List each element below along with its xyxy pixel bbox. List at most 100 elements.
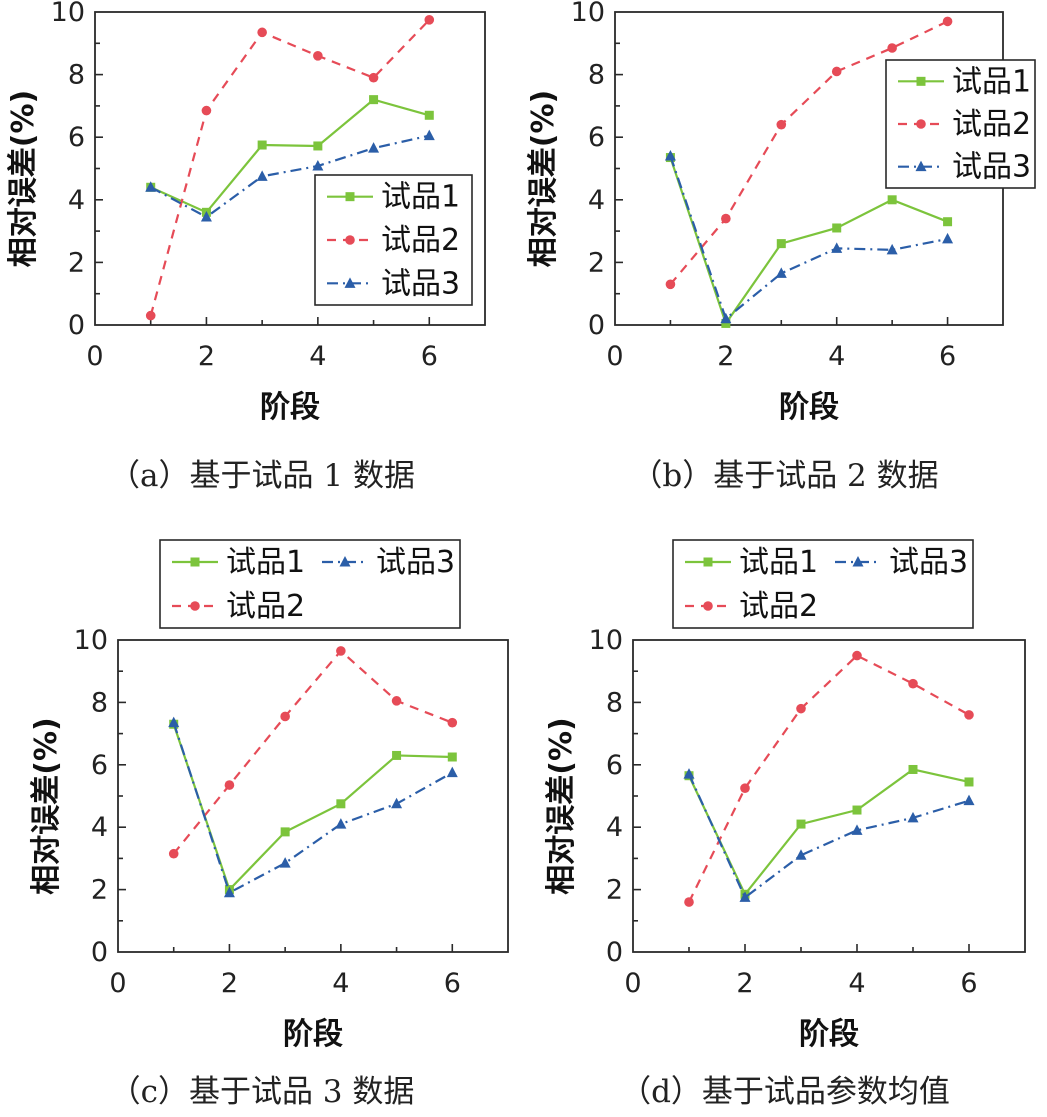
data-point-series-2: [684, 897, 694, 907]
panel-caption: （d）基于试品参数均值: [620, 1074, 950, 1110]
chart-panel-d: 0 2 4 6 8 10 0 2 4 6 阶段 相对误差(%) 试品1 试品3 试品2 （d）基于试品参数均值: [544, 539, 1026, 1110]
x-tick-label: 4: [309, 341, 326, 372]
data-point-series-1: [369, 95, 379, 105]
legend-marker-1: [345, 192, 355, 202]
data-point-series-3: [963, 794, 975, 806]
x-tick-label: 6: [421, 341, 438, 372]
data-point-series-1: [776, 239, 786, 249]
data-point-series-2: [887, 43, 897, 53]
legend-marker-3: [852, 556, 864, 567]
x-tick-label: 2: [221, 968, 238, 999]
y-tick-label: 2: [606, 875, 623, 906]
chart-panel-c: 0 2 4 6 8 10 0 2 4 6 阶段 相对误差(%) 试品1 试品3 试品2 （c）基于试品 3 数…: [29, 539, 509, 1110]
chart-panel-a: 0 2 4 6 8 10 0 2 4 6 阶段 相对误差(%) 试品1 试品2 试品3 （a）基于试品 1 数…: [6, 0, 486, 494]
data-point-series-3: [391, 797, 403, 809]
x-tick-label: 6: [960, 968, 977, 999]
data-point-series-1: [887, 195, 897, 205]
data-point-series-1: [943, 217, 953, 227]
data-point-series-3: [683, 768, 695, 779]
legend-label: 试品3: [889, 545, 968, 580]
legend-marker-2: [703, 601, 713, 611]
data-point-series-2: [831, 66, 842, 77]
data-point-series-1: [832, 223, 842, 233]
y-tick-label: 4: [91, 812, 108, 843]
series-line-2: [172, 649, 453, 855]
legend: 试品1 试品3 试品2: [159, 539, 461, 629]
x-tick-label: 6: [444, 968, 461, 999]
y-tick-label: 0: [588, 310, 605, 341]
y-tick-label: 8: [68, 60, 85, 91]
y-tick-label: 6: [588, 122, 605, 153]
x-tick-label: 0: [606, 341, 623, 372]
data-point-series-3: [907, 811, 919, 823]
legend-label: 试品2: [381, 223, 460, 258]
data-point-series-1: [257, 140, 267, 150]
data-point-series-2: [168, 848, 179, 859]
legend-label: 试品1: [226, 545, 305, 580]
series-line-3: [150, 134, 430, 219]
data-point-series-3: [168, 716, 180, 728]
data-point-series-1: [313, 141, 323, 151]
data-point-series-3: [739, 891, 751, 902]
y-tick-label: 0: [68, 310, 85, 341]
legend: 试品1 试品3 试品2: [672, 539, 974, 629]
legend-marker-1: [703, 557, 713, 567]
legend: 试品1 试品2 试品3: [885, 59, 1036, 189]
y-axis-label: 相对误差(%): [526, 90, 561, 267]
data-point-series-1: [796, 819, 806, 829]
data-point-series-2: [776, 119, 787, 130]
x-tick-label: 0: [624, 968, 641, 999]
y-tick-label: 2: [588, 247, 605, 278]
data-point-series-2: [391, 696, 402, 706]
data-point-series-1: [447, 752, 457, 762]
data-point-series-3: [775, 267, 787, 278]
series-line-1: [150, 98, 430, 214]
data-point-series-2: [201, 105, 212, 116]
data-point-series-2: [964, 710, 974, 720]
legend-label: 试品2: [739, 589, 818, 624]
y-axis-label: 相对误差(%): [6, 90, 41, 267]
x-axis-label: 阶段: [779, 390, 839, 425]
data-point-series-1: [908, 764, 918, 774]
legend-label: 试品2: [226, 589, 305, 624]
x-tick-label: 2: [736, 968, 753, 999]
y-axis-label: 相对误差(%): [544, 717, 579, 894]
y-tick-label: 4: [588, 185, 605, 216]
data-point-series-2: [740, 783, 750, 793]
data-point-series-1: [336, 799, 346, 809]
x-axis-label: 阶段: [260, 390, 320, 425]
data-point-series-2: [424, 15, 435, 25]
data-point-series-3: [886, 243, 898, 255]
data-point-series-3: [279, 857, 291, 868]
data-point-series-3: [368, 142, 380, 153]
y-tick-label: 6: [68, 122, 85, 153]
y-tick-label: 8: [588, 60, 605, 91]
data-point-series-2: [908, 678, 918, 689]
legend-label: 试品3: [376, 545, 455, 580]
y-tick-label: 4: [68, 185, 85, 216]
y-tick-label: 4: [606, 812, 623, 843]
data-point-series-3: [446, 766, 458, 778]
y-tick-label: 10: [589, 625, 623, 656]
x-tick-label: 2: [198, 341, 215, 372]
x-tick-label: 0: [86, 341, 103, 372]
x-tick-label: 4: [848, 968, 865, 999]
x-tick-label: 6: [939, 341, 956, 372]
data-point-series-3: [664, 149, 676, 161]
data-point-series-2: [257, 27, 267, 38]
legend-marker-1: [916, 76, 926, 86]
y-tick-label: 10: [571, 0, 605, 28]
x-axis-label: 阶段: [799, 1017, 859, 1052]
x-tick-label: 4: [332, 968, 349, 999]
y-tick-label: 0: [606, 937, 623, 968]
data-point-series-2: [368, 72, 379, 83]
x-axis-label: 阶段: [283, 1017, 343, 1052]
legend-marker-3: [344, 277, 356, 288]
legend-box: [314, 174, 473, 306]
legend-label: 试品2: [952, 107, 1031, 142]
y-tick-label: 8: [606, 687, 623, 718]
data-point-series-1: [852, 805, 862, 815]
y-tick-label: 6: [91, 750, 108, 781]
legend-marker-3: [339, 556, 351, 567]
